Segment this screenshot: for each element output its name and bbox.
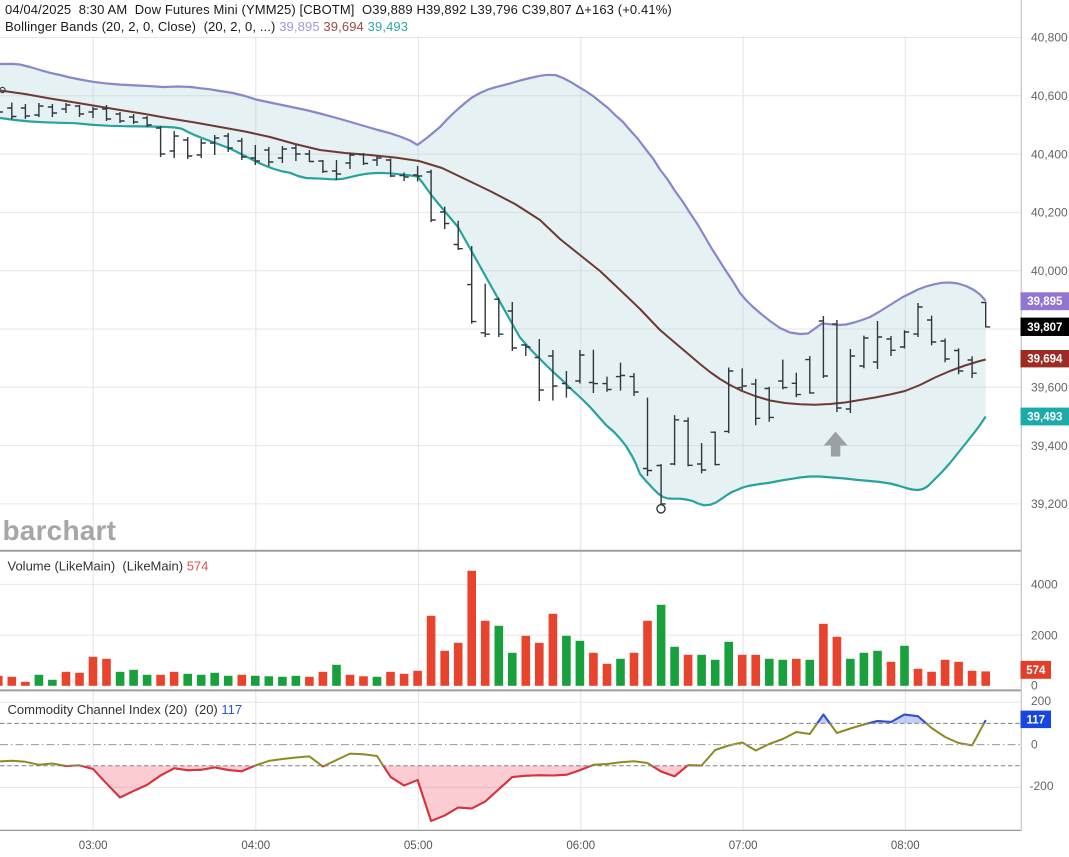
svg-text:2000: 2000	[1031, 629, 1058, 643]
svg-text:03:00: 03:00	[79, 840, 108, 852]
svg-text:40,600: 40,600	[1031, 89, 1068, 103]
svg-text:39,807: 39,807	[1027, 322, 1062, 334]
svg-text:40,200: 40,200	[1031, 206, 1068, 220]
svg-text:Volume (LikeMain) (LikeMain): Volume (LikeMain) (LikeMain) 574	[8, 558, 209, 573]
svg-text:39,895: 39,895	[1027, 296, 1063, 308]
svg-text:04/04/2025 8:30 AM Dow Futur: 04/04/2025 8:30 AM Dow Futures Mini (YMM…	[5, 2, 672, 17]
svg-text:200: 200	[1031, 694, 1051, 708]
svg-text:0: 0	[1031, 679, 1038, 693]
svg-text:0: 0	[1031, 738, 1038, 752]
svg-text:39,600: 39,600	[1031, 381, 1068, 395]
svg-text:39,400: 39,400	[1031, 439, 1068, 453]
svg-text:4000: 4000	[1031, 577, 1058, 591]
svg-text:barchart: barchart	[3, 515, 117, 546]
svg-text:39,493: 39,493	[1027, 412, 1062, 424]
svg-text:08:00: 08:00	[891, 840, 920, 852]
svg-text:04:00: 04:00	[241, 840, 270, 852]
svg-text:39,200: 39,200	[1031, 497, 1068, 511]
svg-text:574: 574	[1026, 665, 1046, 677]
svg-text:-200: -200	[1030, 779, 1054, 793]
svg-text:39,694: 39,694	[1027, 354, 1063, 366]
svg-text:117: 117	[1027, 714, 1046, 726]
svg-text:40,400: 40,400	[1031, 147, 1068, 161]
svg-text:Commodity Channel Index (20): Commodity Channel Index (20) (20) 117	[8, 702, 243, 717]
svg-text:40,800: 40,800	[1031, 31, 1068, 45]
svg-text:Bollinger Bands (20, 2, 0, Clo: Bollinger Bands (20, 2, 0, Close) (20, 2…	[5, 19, 408, 34]
svg-text:40,000: 40,000	[1031, 264, 1068, 278]
svg-text:06:00: 06:00	[566, 840, 595, 852]
svg-text:07:00: 07:00	[729, 840, 758, 852]
svg-text:05:00: 05:00	[404, 840, 433, 852]
